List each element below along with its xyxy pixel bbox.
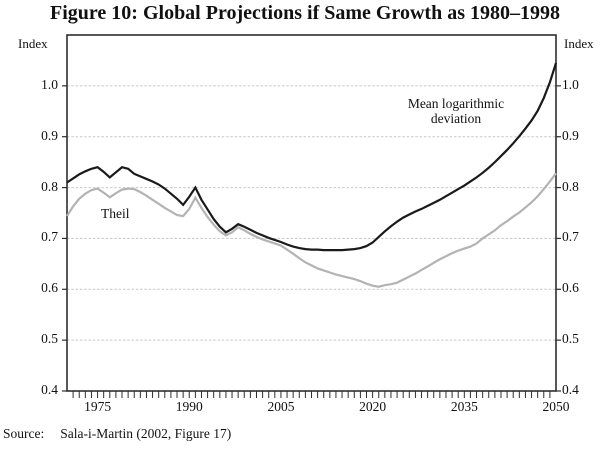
y-tick-label: 0.7 <box>41 229 58 245</box>
x-tick-label: 2005 <box>267 399 295 414</box>
y-tick-label: 0.8 <box>41 178 58 194</box>
x-tick-label: 1990 <box>175 399 203 414</box>
source-citation: Sala-i-Martin (2002, Figure 17) <box>60 426 232 441</box>
mld-series-label: Mean logarithmic deviation <box>407 96 505 126</box>
x-tick-label: 2035 <box>450 399 478 414</box>
x-tick-label: 2020 <box>359 399 387 414</box>
plot-frame <box>66 34 557 392</box>
source-line: Source: Sala-i-Martin (2002, Figure 17) <box>3 426 231 442</box>
y-tick-label: 0.4 <box>562 382 579 397</box>
y-tick-label: 0.6 <box>562 280 579 296</box>
y-tick-label: 0.9 <box>41 127 58 143</box>
theil-series-label: Theil <box>101 206 130 221</box>
figure-title: Figure 10: Global Projections if Same Gr… <box>50 2 560 24</box>
y-tick-label: 1.0 <box>562 76 579 92</box>
y-tick-label: 0.5 <box>41 331 58 347</box>
x-tick-label: 1975 <box>84 399 112 414</box>
series-line-theil <box>66 172 557 288</box>
y-tick-label: 0.6 <box>41 280 58 296</box>
y-tick-label: 0.8 <box>562 178 579 194</box>
left-axis-caption: Index <box>18 36 48 51</box>
series-line-mean-logarithmic-deviation <box>66 62 558 252</box>
source-label: Source: <box>3 426 45 441</box>
y-tick-label: 1.0 <box>41 76 58 92</box>
y-tick-label: 0.9 <box>562 127 579 143</box>
y-tick-label: 0.7 <box>562 229 579 245</box>
y-tick-label: 0.5 <box>562 331 579 347</box>
y-tick-label: 0.4 <box>41 382 58 397</box>
x-tick-label: 2050 <box>542 399 570 414</box>
right-axis-caption: Index <box>564 36 594 51</box>
